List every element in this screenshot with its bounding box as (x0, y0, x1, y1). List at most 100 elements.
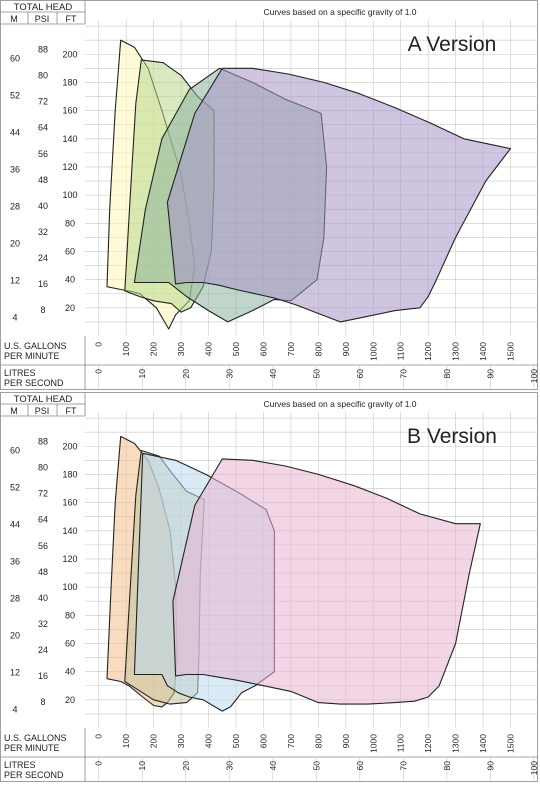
lps-tick-50: 50 (311, 761, 321, 771)
lps-tick-20: 20 (181, 761, 191, 771)
m-tick-4: 4 (12, 313, 17, 323)
gpm-tick-400: 400 (204, 342, 214, 356)
lps-tick-20: 20 (181, 369, 191, 379)
ft-tick-100: 100 (62, 582, 77, 592)
psi-tick-80: 80 (38, 463, 48, 473)
zone-4 (172, 458, 481, 705)
ft-tick-140: 140 (62, 526, 77, 536)
psi-tick-64: 64 (38, 515, 48, 525)
psi-tick-32: 32 (38, 227, 48, 237)
lps-tick-60: 60 (355, 369, 365, 379)
m-tick-28: 28 (10, 594, 20, 604)
gpm-tick-1300: 1300 (451, 342, 461, 361)
ft-tick-120: 120 (62, 162, 77, 172)
gpm-tick-300: 300 (176, 734, 186, 748)
lps-tick-100: 100 (529, 369, 539, 383)
m-tick-28: 28 (10, 202, 20, 212)
psi-tick-56: 56 (38, 149, 48, 159)
lps-label-line2: PER SECOND (4, 378, 64, 388)
lps-tick-80: 80 (442, 369, 452, 379)
col-m-label: M (10, 14, 18, 24)
lps-tick-90: 90 (485, 761, 495, 771)
psi-tick-32: 32 (38, 619, 48, 629)
lps-tick-90: 90 (485, 369, 495, 379)
lps-tick-40: 40 (268, 761, 278, 771)
psi-tick-48: 48 (38, 567, 48, 577)
ft-tick-40: 40 (65, 275, 75, 285)
lps-tick-10: 10 (137, 369, 147, 379)
gpm-label-line1: U.S. GALLONS (4, 341, 67, 351)
psi-tick-88: 88 (38, 45, 48, 55)
ft-tick-100: 100 (62, 190, 77, 200)
ft-tick-180: 180 (62, 77, 77, 87)
psi-tick-72: 72 (38, 489, 48, 499)
m-tick-20: 20 (10, 631, 20, 641)
zone-4 (166, 67, 512, 323)
m-tick-12: 12 (10, 276, 20, 286)
psi-tick-64: 64 (38, 123, 48, 133)
total-head-label: TOTAL HEAD (14, 2, 73, 13)
psi-tick-8: 8 (40, 697, 45, 707)
ft-tick-200: 200 (62, 441, 77, 451)
lps-tick-80: 80 (442, 761, 452, 771)
ft-tick-40: 40 (65, 667, 75, 677)
psi-tick-72: 72 (38, 97, 48, 107)
lps-tick-10: 10 (137, 761, 147, 771)
lps-label-line1: LITRES (4, 368, 36, 378)
ft-tick-140: 140 (62, 134, 77, 144)
lps-tick-50: 50 (311, 369, 321, 379)
col-ft-label: FT (66, 14, 77, 24)
gpm-label-line2: PER MINUTE (4, 743, 60, 753)
gpm-tick-800: 800 (313, 734, 323, 748)
gpm-tick-1100: 1100 (396, 342, 406, 361)
m-tick-60: 60 (10, 54, 20, 64)
chart-subtitle: Curves based on a specific gravity of 1.… (263, 399, 416, 409)
gpm-tick-1000: 1000 (368, 734, 378, 753)
psi-tick-48: 48 (38, 175, 48, 185)
psi-tick-88: 88 (38, 437, 48, 447)
gpm-tick-500: 500 (231, 734, 241, 748)
ft-tick-120: 120 (62, 554, 77, 564)
ft-tick-200: 200 (62, 49, 77, 59)
gpm-label-line1: U.S. GALLONS (4, 733, 67, 743)
lps-tick-30: 30 (224, 369, 234, 379)
m-tick-44: 44 (10, 128, 20, 138)
lps-label-line2: PER SECOND (4, 770, 64, 780)
gpm-tick-100: 100 (121, 342, 131, 356)
gpm-tick-1200: 1200 (423, 342, 433, 361)
lps-tick-70: 70 (398, 761, 408, 771)
gpm-label-line2: PER MINUTE (4, 351, 60, 361)
ft-tick-80: 80 (65, 218, 75, 228)
psi-tick-16: 16 (38, 671, 48, 681)
psi-tick-16: 16 (38, 279, 48, 289)
gpm-tick-600: 600 (258, 734, 268, 748)
lps-tick-0: 0 (94, 761, 104, 766)
m-tick-36: 36 (10, 165, 20, 175)
ft-tick-160: 160 (62, 498, 77, 508)
gpm-tick-1500: 1500 (506, 734, 516, 753)
gpm-tick-400: 400 (204, 734, 214, 748)
gpm-tick-900: 900 (341, 342, 351, 356)
gpm-tick-200: 200 (149, 734, 159, 748)
col-ft-label: FT (66, 406, 77, 416)
gpm-tick-1300: 1300 (451, 734, 461, 753)
gpm-tick-1400: 1400 (478, 342, 488, 361)
gpm-tick-900: 900 (341, 734, 351, 748)
ft-tick-80: 80 (65, 610, 75, 620)
gpm-tick-800: 800 (313, 342, 323, 356)
m-tick-20: 20 (10, 239, 20, 249)
gpm-tick-700: 700 (286, 734, 296, 748)
lps-tick-60: 60 (355, 761, 365, 771)
ft-tick-60: 60 (65, 246, 75, 256)
chart-subtitle: Curves based on a specific gravity of 1.… (263, 7, 416, 17)
gpm-tick-600: 600 (258, 342, 268, 356)
m-tick-52: 52 (10, 91, 20, 101)
gpm-tick-200: 200 (149, 342, 159, 356)
gpm-tick-500: 500 (231, 342, 241, 356)
ft-tick-160: 160 (62, 106, 77, 116)
lps-tick-40: 40 (268, 369, 278, 379)
gpm-tick-1100: 1100 (396, 734, 406, 753)
psi-tick-80: 80 (38, 71, 48, 81)
version-label: A Version (408, 33, 497, 56)
